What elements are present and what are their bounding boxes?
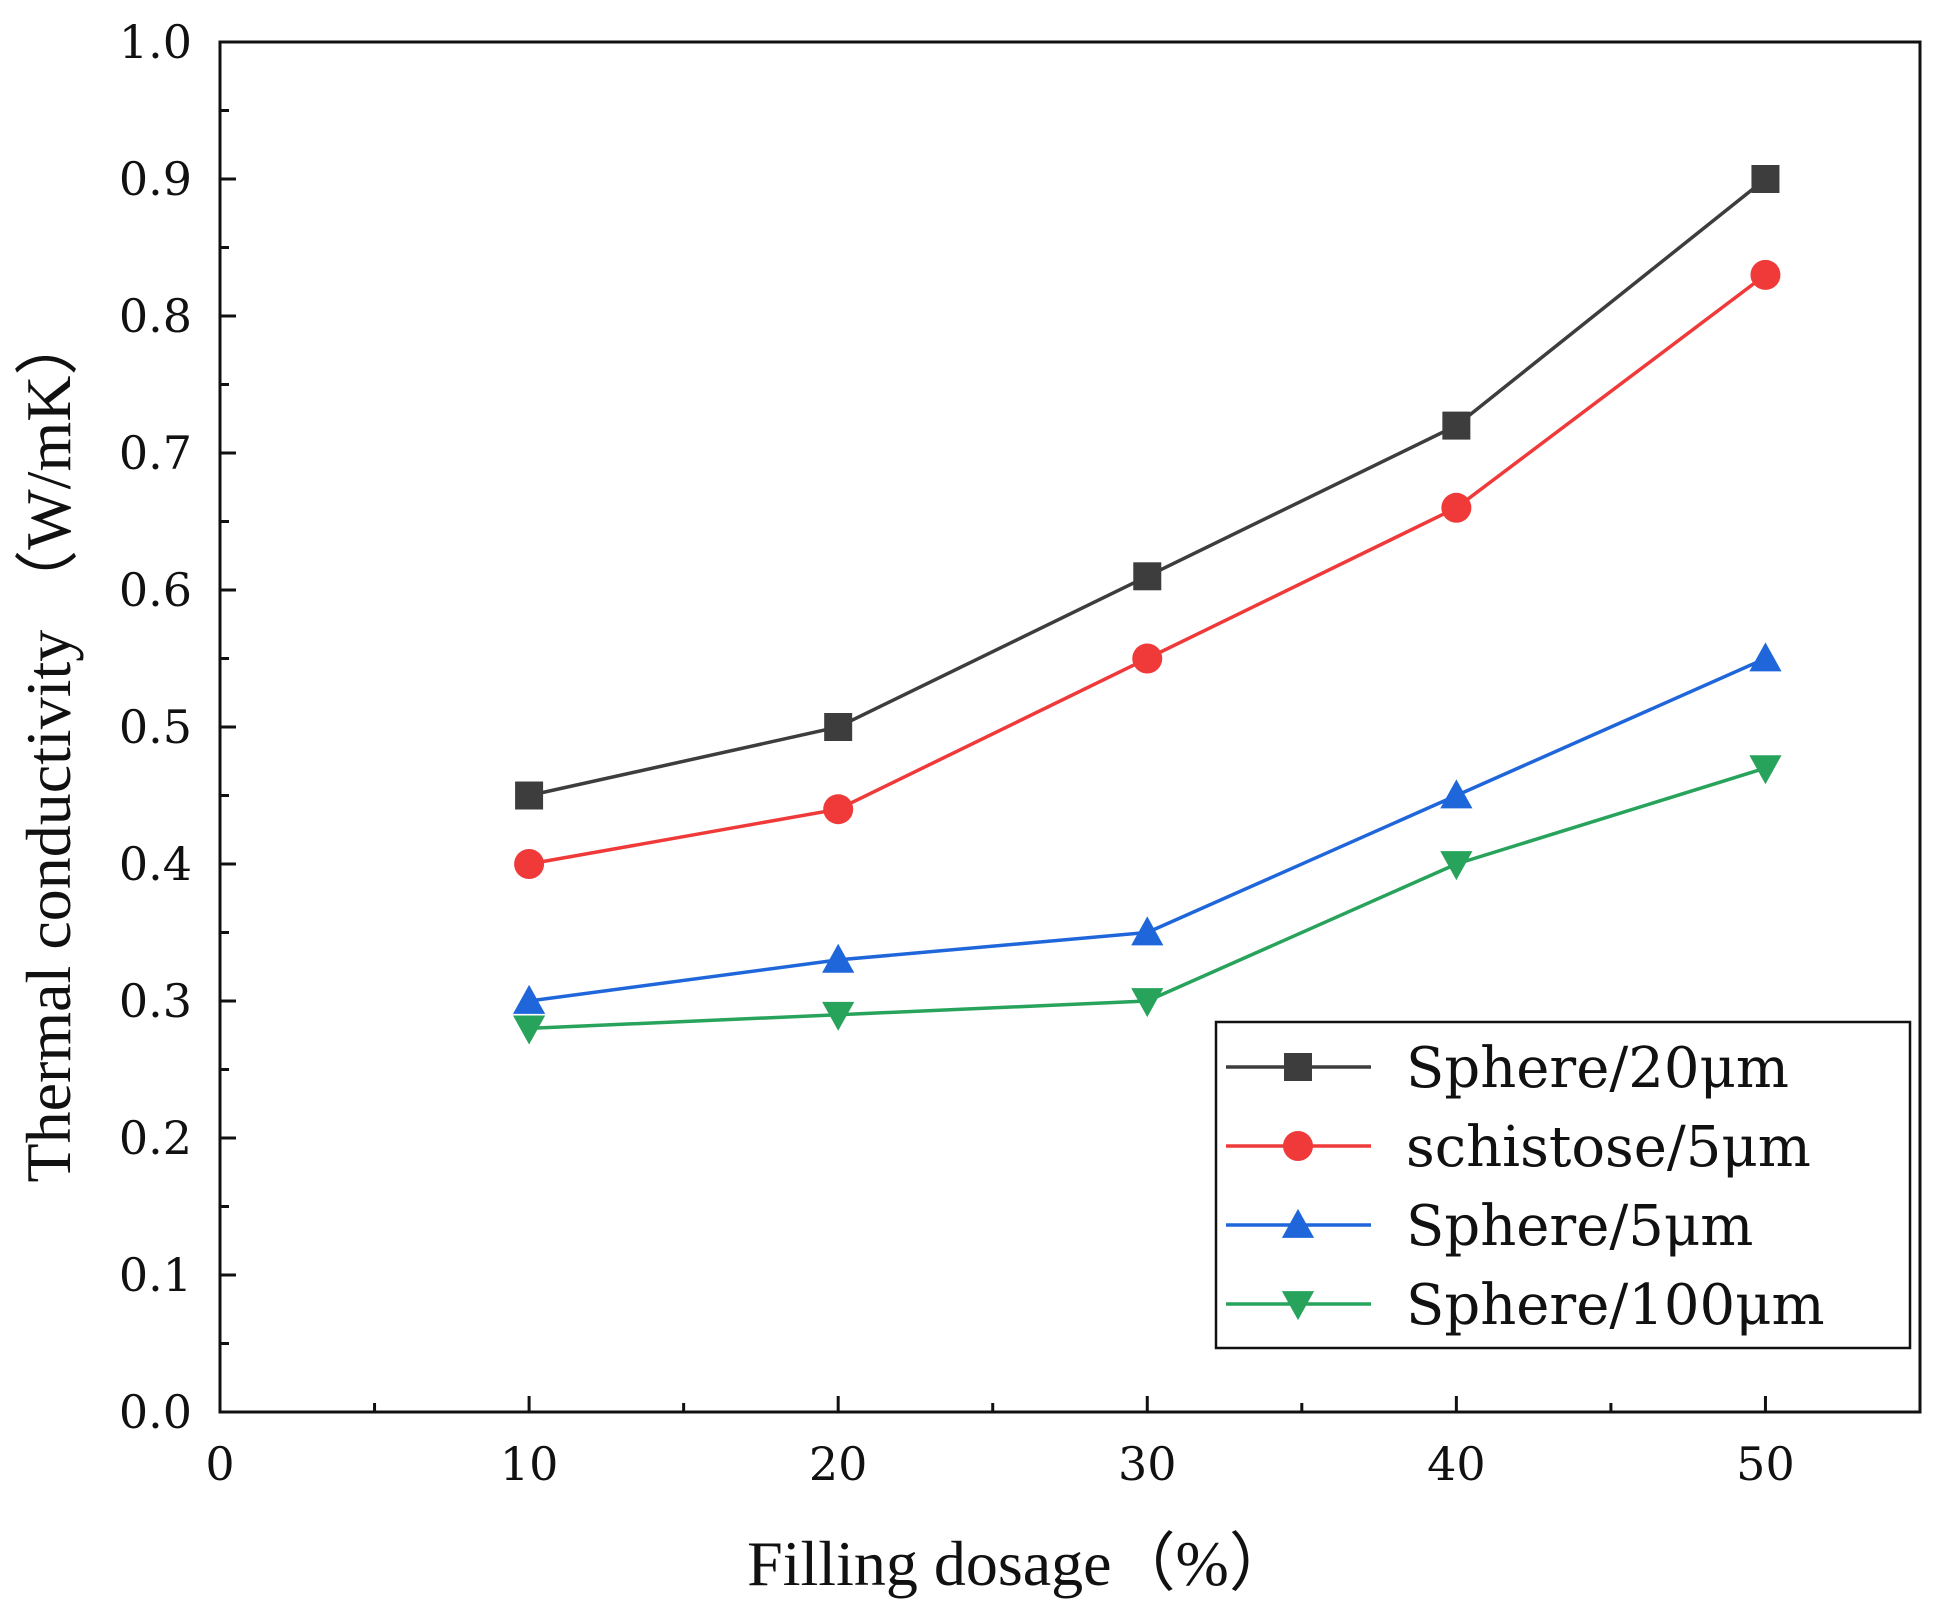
y-axis-title: Thermal conductivity （W/mK） (13, 312, 84, 1183)
data-point-triangle-up (512, 984, 546, 1014)
data-point-square (1133, 562, 1162, 591)
y-tick-label: 0.8 (119, 289, 192, 343)
y-tick-label: 0.3 (119, 974, 192, 1028)
data-point-triangle-down (1131, 988, 1164, 1018)
legend-item: Sphere/20μm (1226, 1036, 1789, 1101)
y-tick-label: 0.1 (119, 1248, 192, 1302)
data-point-triangle-down (1281, 1291, 1315, 1321)
x-axis-ticks: 0 10 20 30 40 50 (205, 1396, 1795, 1491)
data-point-square (1284, 1053, 1312, 1081)
y-tick-label: 0.7 (119, 426, 192, 480)
legend-item: Sphere/5μm (1226, 1194, 1753, 1259)
y-tick-label: 0.5 (119, 700, 192, 754)
legend-label: Sphere/5μm (1406, 1194, 1753, 1259)
data-point-square (1751, 165, 1780, 193)
series-layer (512, 165, 1782, 1045)
data-point-circle (823, 794, 854, 825)
x-tick-label: 20 (809, 1437, 868, 1491)
data-point-circle (1441, 492, 1472, 523)
y-tick-label: 0.6 (119, 563, 192, 617)
series-line (528, 177, 1767, 798)
y-axis-ticks: 0.0 0.1 0.2 0.3 0.4 0.5 0.6 0.7 0.8 0.9 1.0 (119, 15, 236, 1439)
data-point-square (1442, 411, 1471, 440)
data-point-triangle-down (1440, 851, 1473, 881)
series-0 (515, 165, 1780, 810)
x-tick-label: 30 (1118, 1437, 1177, 1491)
data-point-triangle-up (1281, 1208, 1315, 1238)
data-point-triangle-down (512, 1015, 546, 1045)
data-point-triangle-up (1749, 642, 1782, 672)
data-point-circle (1750, 259, 1781, 290)
legend-label: Sphere/20μm (1406, 1036, 1789, 1101)
legend: Sphere/20μm schistose/5μm Sphere/5μm Sphere… (1214, 1020, 1912, 1350)
data-point-triangle-up (1131, 916, 1164, 946)
x-tick-label: 40 (1427, 1437, 1486, 1491)
data-point-triangle-up (1440, 779, 1473, 809)
plot-area-frame (218, 40, 1922, 1414)
data-point-triangle-up (822, 943, 855, 973)
y-tick-label: 0.2 (119, 1111, 192, 1165)
y-tick-label: 0.0 (119, 1385, 192, 1439)
series-3 (512, 755, 1782, 1045)
y-tick-label: 0.9 (119, 152, 192, 206)
x-tick-label: 0 (205, 1437, 234, 1491)
data-point-square (515, 781, 544, 810)
data-point-circle (514, 849, 545, 879)
data-point-square (824, 713, 853, 741)
data-point-circle (1132, 643, 1163, 674)
legend-label: schistose/5μm (1406, 1115, 1811, 1180)
data-point-triangle-down (1749, 755, 1782, 785)
y-tick-label: 0.4 (119, 837, 192, 891)
series-2 (512, 642, 1782, 1014)
x-tick-label: 50 (1736, 1437, 1795, 1491)
legend-label: Sphere/100μm (1406, 1273, 1825, 1338)
legend-item: schistose/5μm (1226, 1115, 1811, 1180)
legend-box (1214, 1020, 1912, 1350)
legend-item: Sphere/100μm (1226, 1273, 1825, 1338)
data-point-circle (1283, 1131, 1313, 1161)
x-tick-label: 10 (500, 1437, 559, 1491)
y-tick-label: 1.0 (119, 15, 192, 69)
series-1 (514, 259, 1781, 879)
x-axis-title: Filling dosage（%） (747, 1528, 1293, 1599)
data-point-triangle-down (822, 1001, 855, 1031)
